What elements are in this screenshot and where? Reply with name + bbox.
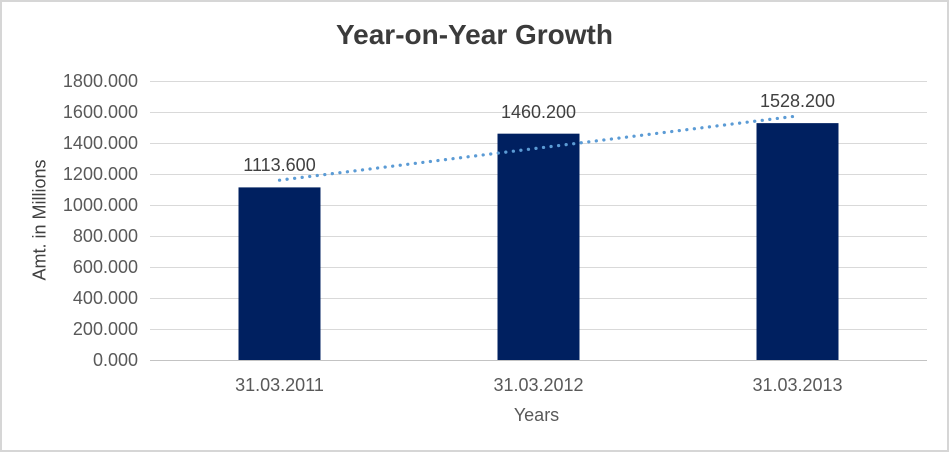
bar-data-label: 1528.200 <box>759 91 836 112</box>
bar <box>238 187 321 360</box>
x-category-label: 31.03.2012 <box>493 375 584 395</box>
y-tick-label: 0.000 <box>92 350 138 370</box>
bar <box>497 133 580 360</box>
y-tick-label: 1400.000 <box>62 133 138 153</box>
y-axis-title: Amt. in Millions <box>29 159 50 281</box>
bar <box>756 123 839 360</box>
y-tick-label: 1600.000 <box>62 102 138 122</box>
bar-data-label: 1460.200 <box>500 101 577 122</box>
x-category-label: 31.03.2011 <box>235 375 324 395</box>
y-tick-label: 400.000 <box>72 288 138 308</box>
x-axis-title: Years <box>513 405 560 425</box>
y-tick-label: 1000.000 <box>62 195 138 215</box>
x-category-label: 31.03.2013 <box>752 375 843 395</box>
y-tick-label: 200.000 <box>72 319 138 339</box>
bar-data-label: 1113.600 <box>243 155 316 176</box>
y-tick-label: 1200.000 <box>62 164 138 184</box>
chart-title: Year-on-Year Growth <box>336 19 613 50</box>
y-tick-label: 800.000 <box>72 226 138 246</box>
y-tick-label: 600.000 <box>72 257 138 277</box>
y-tick-label: 1800.000 <box>62 71 138 91</box>
